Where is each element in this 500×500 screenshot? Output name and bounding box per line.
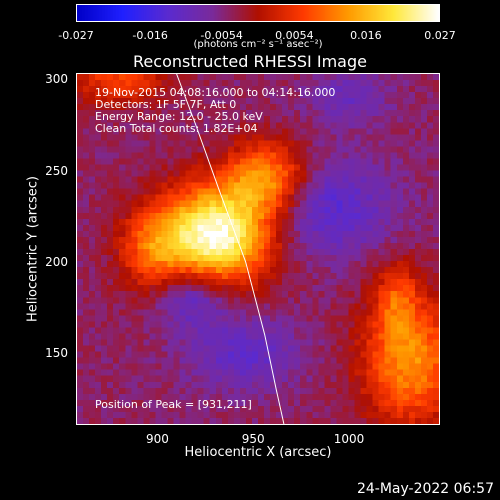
colorbar-units: (photons cm⁻² s⁻¹ asec⁻²) [193,39,323,50]
colorbar-tick-label: 0.0054 [275,29,314,42]
heatmap-image [77,74,439,424]
colorbar-tick-label: 0.027 [424,29,456,42]
y-tick-label: 150 [45,345,68,360]
x-tick-label: 900 [145,432,169,446]
colorbar-tick-label: 0.016 [350,29,382,42]
plot-overlay [176,74,285,424]
info-detectors: Detectors: 1F 5F 7F, Att 0 [95,98,237,111]
x-tick-label: 1000 [333,432,365,446]
info-energy-range: Energy Range: 12.0 - 25.0 keV [95,110,263,123]
y-tick-label: 300 [45,72,68,87]
colorbar-gradient [77,5,439,21]
x-axis-label: Heliocentric X (arcsec) [184,445,332,460]
colorbar-tick-label: -0.027 [58,29,94,42]
colorbar [76,4,440,22]
peak-position-label: Position of Peak = [931,211] [95,398,252,411]
y-axis-label: Heliocentric Y (arcsec) [25,176,41,322]
plot-area: 19-Nov-2015 04:08:16.000 to 04:14:16.000… [76,73,440,425]
y-tick-label: 250 [45,163,68,178]
solar-limb-line [176,74,285,424]
info-time-range: 19-Nov-2015 04:08:16.000 to 04:14:16.000 [95,86,336,99]
x-tick-label: 950 [241,432,265,446]
colorbar-tick-label: -0.016 [132,29,168,42]
render-timestamp: 24-May-2022 06:57 [356,481,494,497]
colorbar-tick-label: -0.0054 [200,29,243,42]
y-tick-label: 200 [45,254,68,269]
info-total-counts: Clean Total counts: 1.82E+04 [95,122,258,135]
chart-title: Reconstructed RHESSI Image [133,52,367,71]
